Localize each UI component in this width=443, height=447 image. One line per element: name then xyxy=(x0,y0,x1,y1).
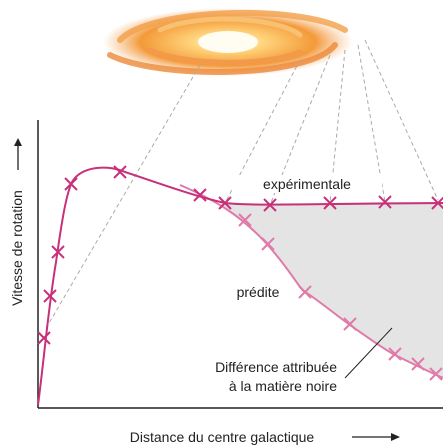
rotation-curve-diagram: expérimentale prédite Différence attribu… xyxy=(0,0,443,447)
page: {"labels": {"experimental": "expérimenta… xyxy=(0,0,443,447)
y-axis-label: Vitesse de rotation xyxy=(9,190,25,306)
predicted-label: prédite xyxy=(237,284,280,300)
difference-label: à la matière noire xyxy=(229,378,337,394)
difference-label: Différence attribuée xyxy=(215,359,337,375)
experimental-label: expérimentale xyxy=(263,176,351,192)
projection-line xyxy=(45,65,200,330)
x-arrowhead xyxy=(391,433,400,441)
y-arrowhead xyxy=(14,138,22,146)
experimental-marker xyxy=(38,332,50,344)
experimental-marker xyxy=(65,178,77,190)
galaxy-core xyxy=(198,31,258,53)
x-axis-label: Distance du centre galactique xyxy=(130,429,315,445)
galaxy xyxy=(103,8,353,76)
